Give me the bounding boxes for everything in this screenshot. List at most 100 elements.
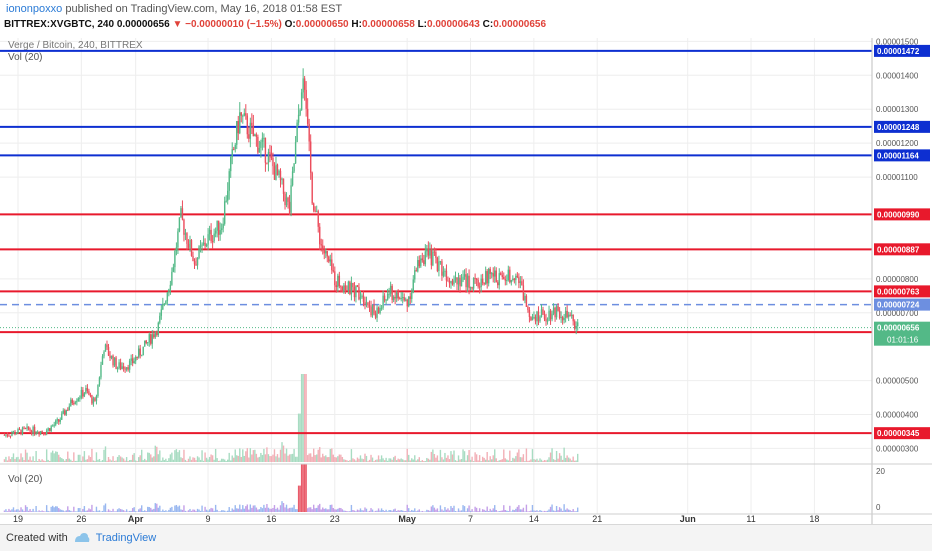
volume-bar <box>532 505 533 512</box>
candle-body <box>183 220 184 235</box>
volume-bar <box>405 511 406 512</box>
overlay-volume-bar <box>360 455 361 462</box>
volume-bar <box>14 510 15 512</box>
volume-bar <box>503 505 504 512</box>
candle-body <box>476 279 477 280</box>
candle-body <box>195 264 196 265</box>
candle-body <box>69 406 70 410</box>
overlay-volume-bar <box>471 457 472 462</box>
overlay-volume-bar <box>274 449 275 462</box>
volume-bar <box>316 508 317 512</box>
volume-bar <box>453 506 454 512</box>
volume-bar <box>244 509 245 512</box>
candle-body <box>464 274 465 277</box>
overlay-volume-bar <box>407 449 408 462</box>
candle-body <box>81 390 82 398</box>
overlay-volume-bar <box>17 457 18 462</box>
candle-body <box>397 293 398 299</box>
overlay-volume-bar <box>500 460 501 462</box>
candle-body <box>482 279 483 283</box>
volume-bar <box>106 511 107 512</box>
author-link[interactable]: iononpoxxo <box>6 3 62 15</box>
candle-body <box>480 279 481 287</box>
volume-bar <box>295 509 296 512</box>
volume-bar <box>146 511 147 512</box>
volume-bar <box>425 511 426 512</box>
candle-body <box>411 292 412 298</box>
candle-body <box>219 230 220 235</box>
volume-bar <box>385 510 386 512</box>
volume-bar <box>197 509 198 512</box>
y-tick-label: 0.00001100 <box>876 173 918 182</box>
candle-body <box>281 179 282 181</box>
candle-body <box>253 125 254 136</box>
volume-bar <box>407 505 408 512</box>
overlay-volume-bar <box>263 449 264 462</box>
overlay-volume-bar <box>123 459 124 462</box>
overlay-volume-bar <box>278 458 279 462</box>
overlay-volume-bar <box>337 456 338 462</box>
candle-body <box>299 110 300 115</box>
overlay-volume-bar <box>517 453 518 462</box>
candle-body <box>263 138 264 139</box>
volume-bar <box>272 508 273 512</box>
candle-body <box>486 271 487 283</box>
overlay-volume-bar <box>280 450 281 462</box>
candle-body <box>477 280 478 287</box>
tradingview-logo-icon[interactable] <box>74 532 90 546</box>
volume-bar <box>355 511 356 512</box>
volume-bar <box>115 511 116 512</box>
volume-bar <box>76 511 77 512</box>
volume-bar <box>538 511 539 512</box>
overlay-volume-bar <box>571 460 572 462</box>
candle-body <box>147 342 148 343</box>
horizontal-line-label: 0.00000763 <box>877 287 920 296</box>
volume-bar <box>152 510 153 512</box>
volume-bar <box>423 511 424 512</box>
vol-pane-title: Vol (20) <box>8 474 42 485</box>
overlay-volume-bar <box>452 455 453 462</box>
overlay-volume-bar <box>173 460 174 462</box>
overlay-volume-bar <box>177 452 178 462</box>
overlay-volume-bar <box>491 459 492 462</box>
overlay-volume-bar <box>289 454 290 462</box>
candle-body <box>385 300 386 301</box>
overlay-volume-bar <box>130 460 131 462</box>
overlay-volume-bar <box>200 460 201 462</box>
volume-bar <box>529 511 530 512</box>
overlay-volume-bar <box>262 455 263 462</box>
candle-body <box>539 317 540 321</box>
overlay-volume-bar <box>46 449 47 462</box>
overlay-volume-bar <box>58 455 59 462</box>
candle-body <box>174 251 175 267</box>
overlay-volume-bar <box>490 456 491 462</box>
candle-body <box>298 115 299 123</box>
candle-body <box>102 356 103 365</box>
volume-bar <box>133 507 134 512</box>
volume-bar <box>446 510 447 512</box>
volume-bar <box>180 509 181 512</box>
candle-body <box>287 198 288 202</box>
volume-bar <box>280 505 281 512</box>
overlay-volume-bar <box>94 461 95 462</box>
candle-body <box>105 344 106 351</box>
tradingview-brand[interactable]: TradingView <box>96 532 157 544</box>
overlay-volume-bar <box>328 457 329 462</box>
overlay-volume-bar <box>311 457 312 462</box>
symbol-label[interactable]: BITTREX:XVGBTC, 240 <box>4 19 114 30</box>
overlay-volume-bar <box>556 451 557 462</box>
overlay-volume-bar <box>319 447 320 462</box>
volume-bar <box>29 509 30 512</box>
volume-bar <box>55 506 56 512</box>
candle-body <box>367 303 368 306</box>
volume-bar <box>153 509 154 512</box>
overlay-volume-bar <box>354 459 355 462</box>
price-chart-svg[interactable]: 0.000015000.000014000.000013000.00001200… <box>0 38 932 524</box>
candle-body <box>149 334 150 342</box>
candle-body <box>382 296 383 308</box>
candle-body <box>305 90 306 109</box>
overlay-volume-bar <box>388 458 389 462</box>
overlay-volume-bar <box>191 460 192 462</box>
volume-bar <box>158 508 159 512</box>
